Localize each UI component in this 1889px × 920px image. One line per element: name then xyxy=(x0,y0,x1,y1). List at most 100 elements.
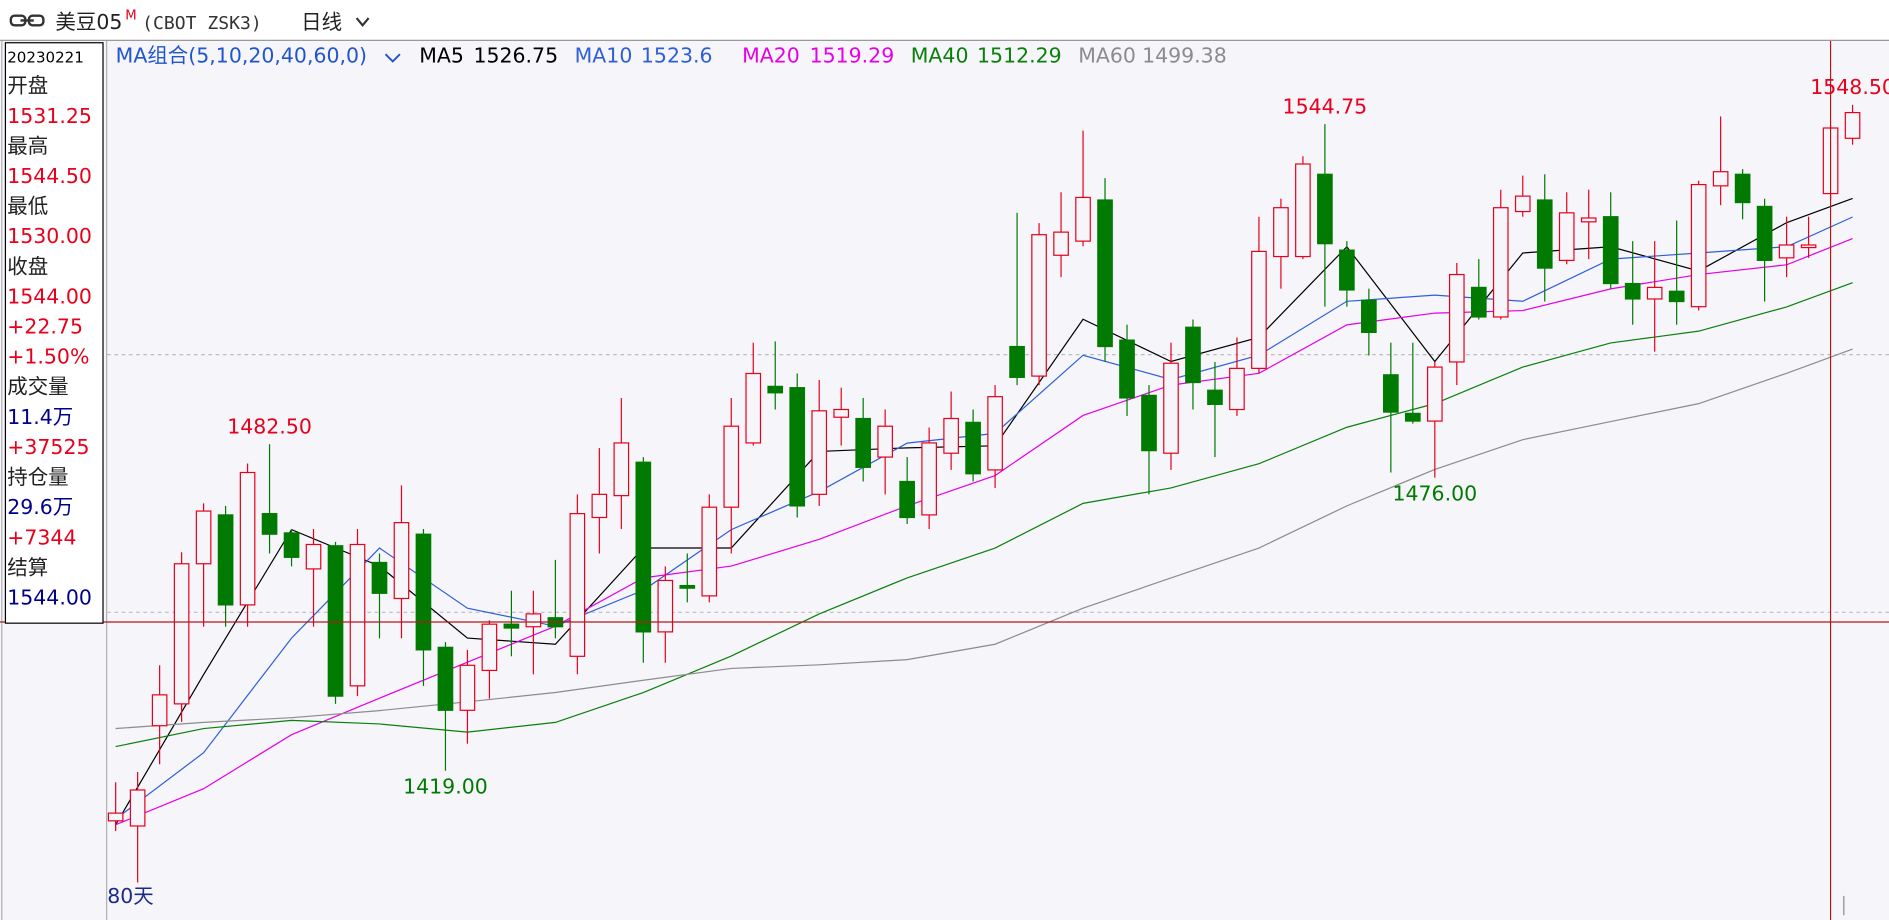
info-row: 最高 xyxy=(7,134,48,158)
candle-body xyxy=(1734,173,1751,204)
candle-body xyxy=(1624,282,1641,300)
candle-body xyxy=(591,493,608,519)
candle-body xyxy=(305,543,322,570)
info-row: 1531.25 xyxy=(7,104,92,128)
ma-line xyxy=(115,348,1853,730)
candle-body xyxy=(1119,339,1135,399)
candle-body xyxy=(1690,183,1707,308)
info-row: 11.4万 xyxy=(7,405,73,429)
info-row: 29.6万 xyxy=(7,495,73,519)
candle-body xyxy=(811,410,828,495)
extreme-label: 1482.50 xyxy=(227,414,312,438)
candle-body xyxy=(261,513,278,535)
extreme-label: 1476.00 xyxy=(1392,481,1477,505)
candle-body xyxy=(327,545,344,697)
candle-body xyxy=(1492,207,1509,318)
indicator-chevron[interactable] xyxy=(384,53,401,63)
info-row: 成交量 xyxy=(7,375,68,399)
candle-body xyxy=(437,646,454,711)
legend-value: 1499.38 xyxy=(1142,44,1227,68)
candle-body xyxy=(613,442,630,497)
candle-body xyxy=(173,563,190,705)
info-row: +1.50% xyxy=(7,345,89,369)
candle-body xyxy=(701,506,718,597)
legend-name: MA20 xyxy=(742,44,800,68)
candle-body xyxy=(195,510,212,565)
info-row: 结算 xyxy=(7,555,48,579)
candle-body xyxy=(129,789,146,827)
ma-line xyxy=(115,282,1853,748)
extreme-label: 1544.75 xyxy=(1283,94,1368,118)
legend-value: 1526.75 xyxy=(473,44,558,68)
indicator-selector[interactable]: MA组合(5,10,20,40,60,0) xyxy=(116,44,367,68)
info-row: 最低 xyxy=(7,194,48,218)
candle-body xyxy=(1426,366,1443,422)
candle-body xyxy=(635,461,652,633)
candle-body xyxy=(723,425,740,508)
legend-name: MA5 xyxy=(419,44,464,68)
extreme-label: 1548.50 xyxy=(1810,75,1889,99)
candle-body xyxy=(1712,171,1729,187)
candle-body xyxy=(1558,212,1575,262)
extreme-label: 1419.00 xyxy=(403,775,488,799)
candle-body xyxy=(1185,326,1201,384)
candle-body xyxy=(679,585,696,589)
legend-value: 1523.6 xyxy=(641,44,713,68)
candle-body xyxy=(1317,173,1333,245)
candle-body xyxy=(217,514,234,606)
period-selector[interactable]: 日线 xyxy=(301,10,342,34)
candle-body xyxy=(1031,234,1047,377)
candle-body xyxy=(657,579,674,633)
legend-value: 1512.29 xyxy=(977,44,1062,68)
info-row: 开盘 xyxy=(7,74,48,98)
info-row: +37525 xyxy=(7,435,89,459)
candle-body xyxy=(965,421,981,475)
candle-body xyxy=(1536,199,1553,269)
candle-body xyxy=(1778,244,1795,259)
candle-body xyxy=(877,425,893,458)
info-row: 1544.50 xyxy=(7,164,92,188)
candle-body xyxy=(833,408,850,418)
candle-body xyxy=(987,396,1003,471)
candle-body xyxy=(1383,374,1399,413)
period-chevron[interactable] xyxy=(355,17,370,27)
candle-body xyxy=(107,812,124,822)
candle-body xyxy=(371,561,388,594)
candle-body xyxy=(1273,207,1289,258)
candle-body xyxy=(789,387,806,507)
range-label: 80天 xyxy=(107,884,154,908)
info-row: 1530.00 xyxy=(7,224,92,248)
candle-body xyxy=(1514,195,1531,213)
info-row: +22.75 xyxy=(7,315,83,339)
legend-name: MA60 xyxy=(1078,44,1136,68)
symbol-badge: M xyxy=(125,9,136,24)
candle-body xyxy=(393,522,410,600)
candle-body xyxy=(1141,394,1157,452)
candle-body xyxy=(1097,199,1113,348)
candle-body xyxy=(899,480,915,519)
candle-body xyxy=(1580,217,1597,223)
candle-body xyxy=(767,385,784,394)
legend-name: MA10 xyxy=(575,44,633,68)
candle-body xyxy=(1756,205,1773,262)
candle-body xyxy=(481,623,498,672)
toolbar xyxy=(0,0,1889,40)
info-row: 1544.00 xyxy=(7,284,92,308)
legend-value: 1519.29 xyxy=(810,44,895,68)
symbol: 美豆05 xyxy=(55,10,122,34)
candle-body xyxy=(1448,273,1465,363)
info-row: 持仓量 xyxy=(7,465,68,489)
info-row: 收盘 xyxy=(7,254,48,278)
candle-body xyxy=(921,442,937,516)
link-icon[interactable] xyxy=(9,14,45,27)
candle-body xyxy=(1295,163,1311,258)
candle-body xyxy=(1207,389,1223,405)
candle-body xyxy=(745,372,762,444)
candle-body xyxy=(1800,244,1817,249)
candle-body xyxy=(1053,231,1069,256)
info-rows: 开盘 1531.25 最高 1544.50 最低 1530.00 收盘 1544.00 +22.… xyxy=(7,74,92,610)
candle-body xyxy=(239,471,256,606)
candle-body xyxy=(151,694,168,727)
